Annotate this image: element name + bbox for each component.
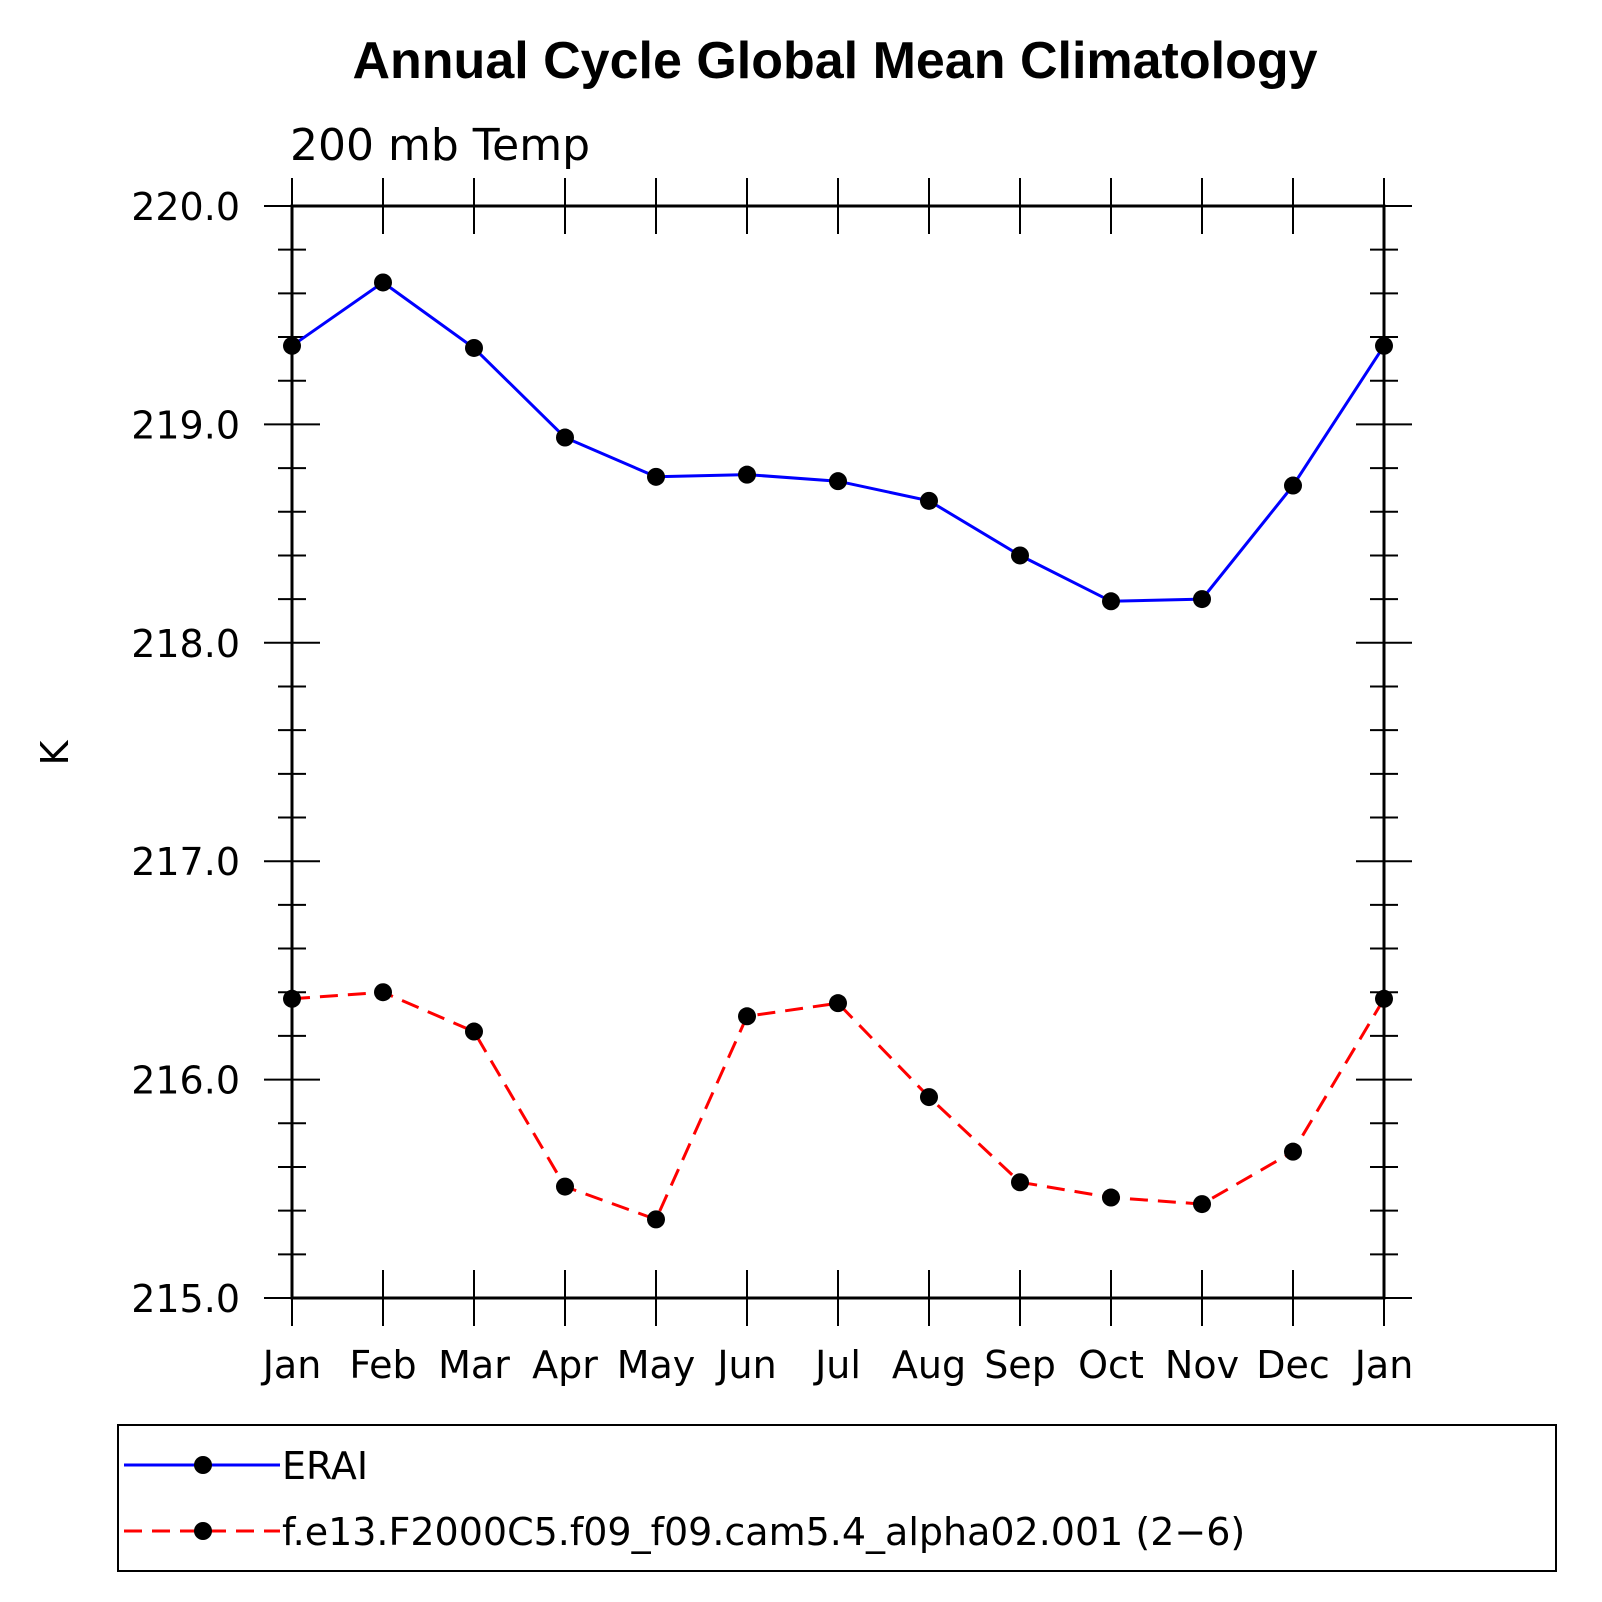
series-point-0 (465, 338, 483, 357)
series-point-1 (1284, 1142, 1302, 1161)
series-layer (283, 273, 1393, 1229)
x-tick-label: Oct (1078, 1343, 1144, 1387)
series-point-0 (1011, 546, 1029, 565)
chart-subtitle: 200 mb Temp (290, 120, 590, 171)
y-tick-label: 215.0 (131, 1277, 240, 1321)
x-tick-labels: Jan Feb Mar Apr May Jun Jul Aug Sep Oct Nov Dec Jan (261, 1343, 1414, 1387)
x-tick-label: May (617, 1343, 696, 1387)
series-point-0 (283, 336, 301, 355)
x-tick-label: Apr (532, 1343, 598, 1387)
series-point-1 (556, 1177, 574, 1196)
series-point-0 (647, 467, 665, 486)
legend-entry-erai: ERAI (124, 1444, 368, 1488)
x-tick-label: Feb (349, 1343, 416, 1387)
series-point-1 (1011, 1173, 1029, 1192)
series-point-1 (283, 989, 301, 1008)
plot-frame (290, 204, 1386, 1300)
series-point-1 (1193, 1195, 1211, 1214)
x-tick-label: Jan (1353, 1343, 1414, 1387)
axis-ticks (264, 178, 1412, 1326)
series-point-1 (647, 1210, 665, 1229)
series-point-0 (1193, 590, 1211, 609)
x-tick-label: Jan (261, 1343, 322, 1387)
legend-label-erai: ERAI (282, 1444, 368, 1488)
y-tick-label: 218.0 (131, 622, 240, 666)
series-point-1 (829, 994, 847, 1013)
series-line-1 (291, 990, 1386, 1222)
y-tick-label: 216.0 (131, 1059, 240, 1103)
y-tick-label: 219.0 (131, 403, 240, 447)
x-tick-label: Dec (1256, 1343, 1330, 1387)
legend-entry-model: f.e13.F2000C5.f09_f09.cam5.4_alpha02.001… (124, 1510, 1245, 1554)
x-tick-label: Jun (715, 1343, 776, 1387)
series-point-1 (1102, 1188, 1120, 1207)
y-tick-labels: 215.0 216.0 217.0 218.0 219.0 220.0 (131, 185, 240, 1321)
series-point-1 (738, 1007, 756, 1026)
series-point-1 (465, 1022, 483, 1041)
series-point-0 (1102, 592, 1120, 611)
x-tick-label: Mar (438, 1343, 510, 1387)
series-point-0 (738, 465, 756, 484)
series-point-0 (374, 273, 392, 292)
series-point-1 (1375, 989, 1393, 1008)
series-point-0 (829, 472, 847, 491)
chart-title: Annual Cycle Global Mean Climatology (352, 32, 1317, 90)
y-tick-label: 220.0 (131, 185, 240, 229)
y-axis-label: K (33, 739, 77, 765)
x-tick-label: Sep (984, 1343, 1056, 1387)
legend-box (117, 1424, 1557, 1572)
legend-label-model: f.e13.F2000C5.f09_f09.cam5.4_alpha02.001… (282, 1510, 1245, 1554)
x-tick-label: Jul (813, 1343, 861, 1387)
series-point-1 (374, 983, 392, 1002)
series-point-0 (920, 491, 938, 510)
x-tick-label: Aug (892, 1343, 966, 1387)
legend-marker-model (194, 1522, 212, 1540)
series-point-0 (556, 428, 574, 447)
legend-marker-erai (194, 1456, 212, 1474)
series-point-1 (920, 1088, 938, 1107)
series-point-0 (1375, 336, 1393, 355)
series-line-0 (291, 280, 1386, 603)
series-point-0 (1284, 476, 1302, 495)
y-tick-label: 217.0 (131, 840, 240, 884)
x-tick-label: Nov (1165, 1343, 1239, 1387)
